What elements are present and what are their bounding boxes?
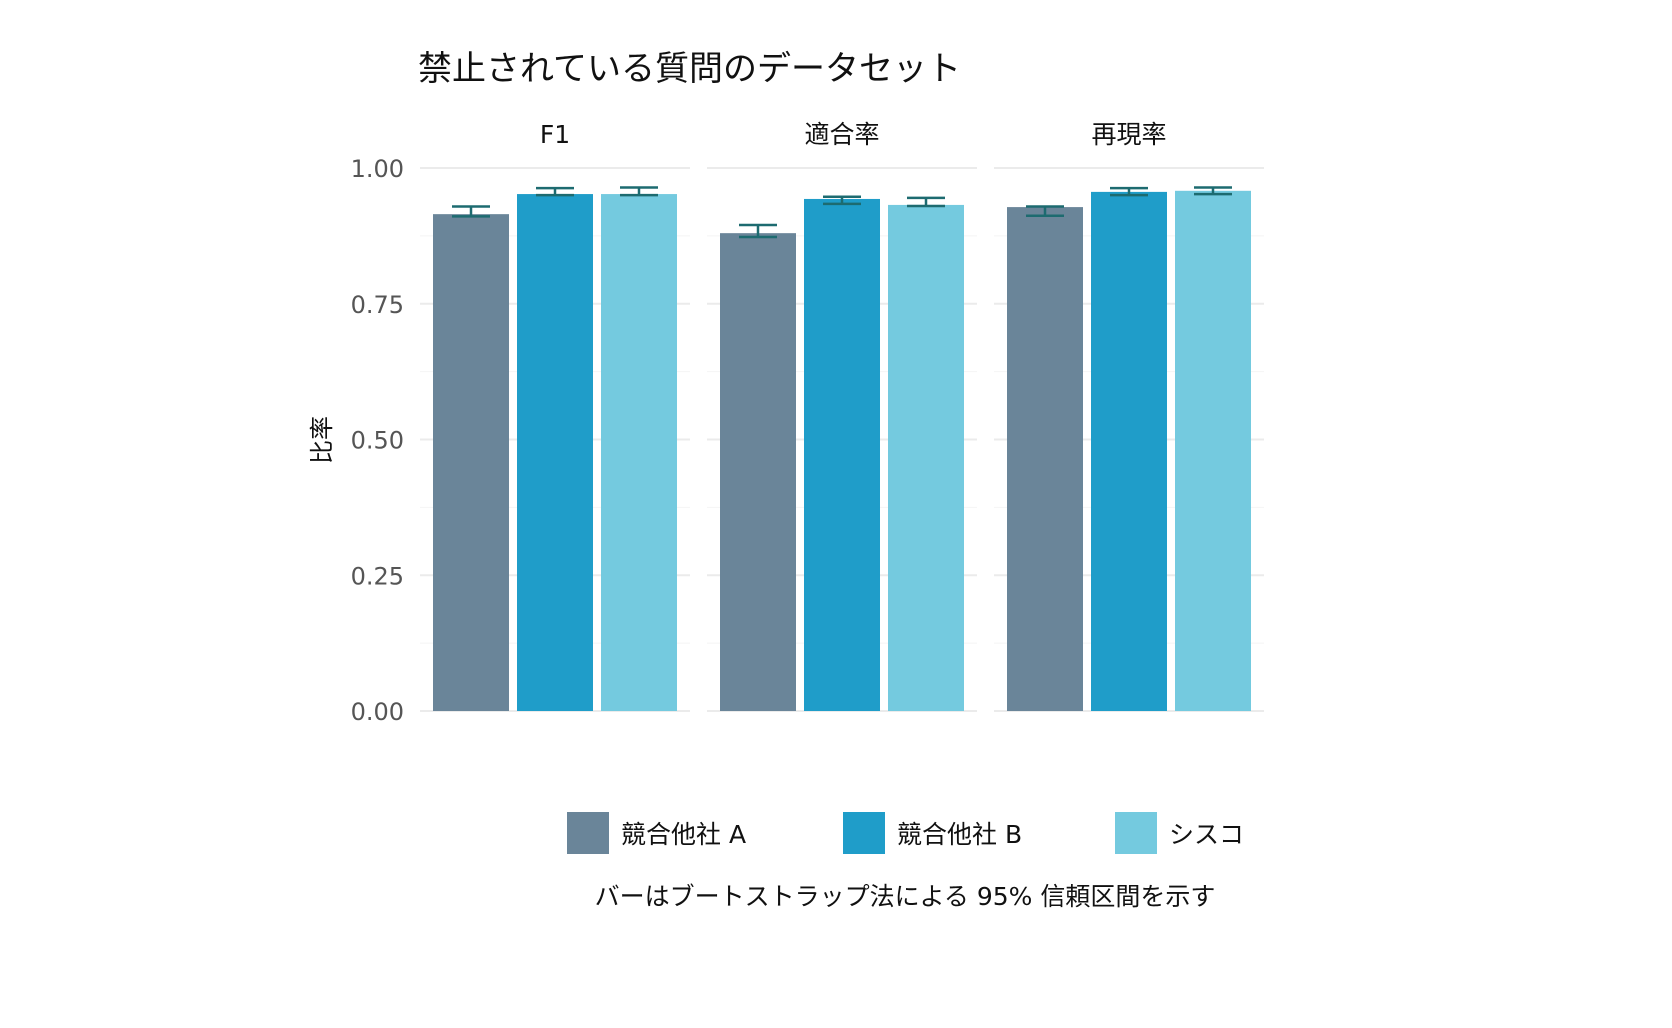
y-axis-label: 比率 (308, 416, 336, 464)
legend-swatch (567, 812, 609, 854)
error-bar (620, 186, 658, 197)
legend-swatch (843, 812, 885, 854)
error-bar (536, 186, 574, 197)
chart-title: 禁止されている質問のデータセット (418, 49, 961, 89)
facet-label: F1 (540, 120, 570, 149)
y-tick-label: 0.25 (351, 562, 404, 590)
chart-caption: バーはブートストラップ法による 95% 信頼区間を示す (595, 882, 1216, 911)
facet-label: 適合率 (804, 120, 879, 149)
bar (1091, 191, 1167, 712)
legend-label: 競合他社 B (897, 820, 1022, 849)
y-tick-label: 1.00 (351, 155, 404, 183)
facet-label: 再現率 (1091, 120, 1166, 149)
y-tick-label: 0.00 (351, 698, 404, 726)
error-bar (452, 205, 490, 218)
error-bar (1194, 186, 1232, 196)
y-tick-label: 0.75 (351, 291, 404, 319)
error-bar (1026, 205, 1064, 218)
bar (601, 194, 677, 712)
legend-label: 競合他社 A (621, 820, 746, 849)
error-bar (739, 223, 777, 239)
bar (804, 198, 880, 712)
y-tick-label: 0.50 (351, 427, 404, 455)
bar (888, 204, 964, 711)
error-bar (907, 196, 945, 208)
bar (1007, 207, 1083, 711)
bar (720, 233, 796, 711)
error-bar (823, 195, 861, 206)
bar (1175, 190, 1251, 711)
error-bar (1110, 186, 1148, 197)
bar (433, 214, 509, 711)
legend-label: シスコ (1169, 820, 1244, 849)
bar (517, 194, 593, 712)
legend-swatch (1115, 812, 1157, 854)
